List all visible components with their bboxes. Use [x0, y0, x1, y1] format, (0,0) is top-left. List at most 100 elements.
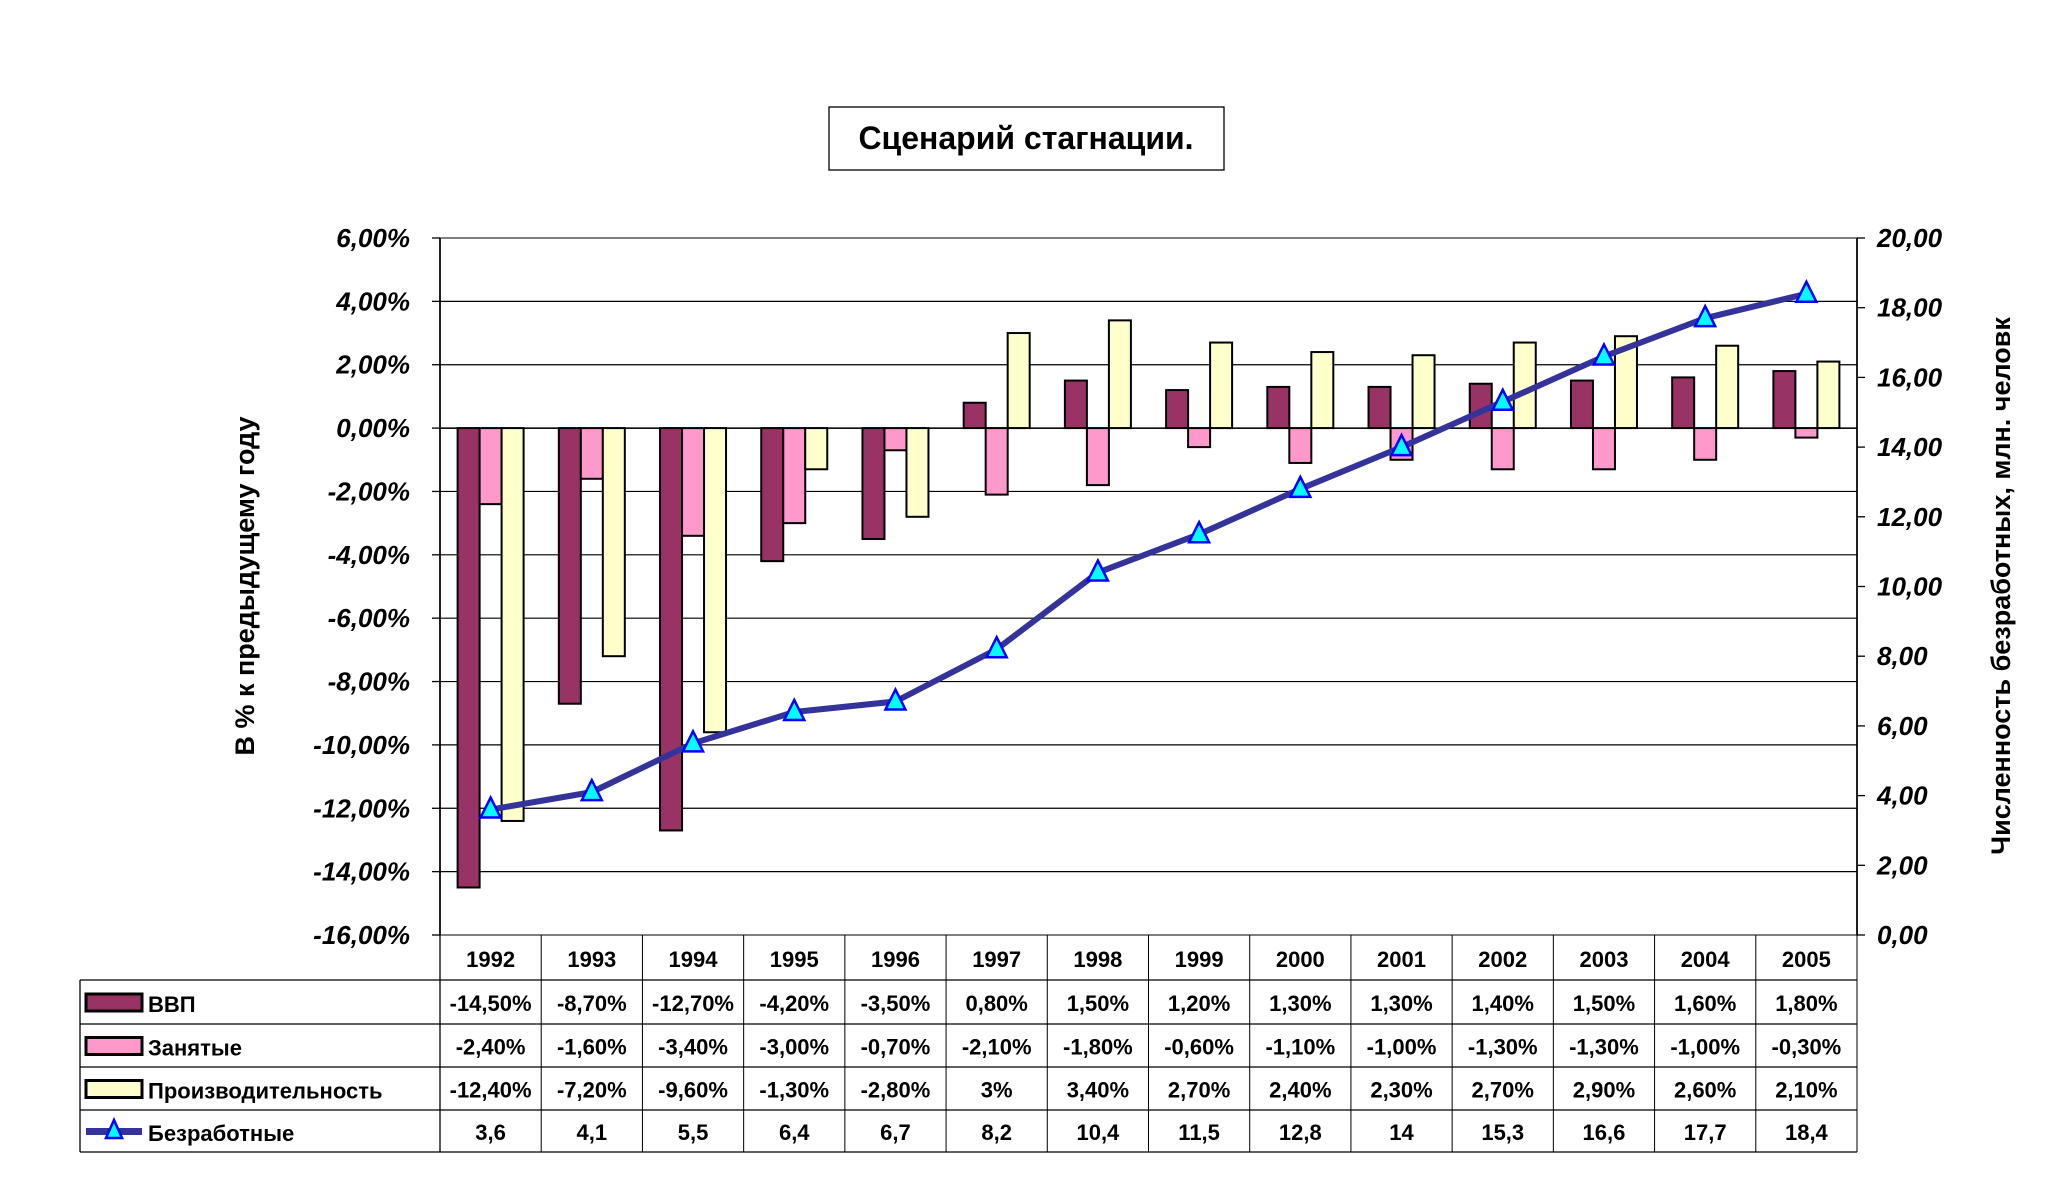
y2-tick-label: 12,00 [1877, 502, 1943, 532]
marker-unemployed-2004 [1693, 303, 1718, 328]
legend-key-marker [104, 1116, 124, 1140]
table-cell: -8,70% [557, 991, 627, 1016]
table-cell: 5,5 [678, 1120, 709, 1145]
table-cell: -14,50% [450, 991, 532, 1016]
table-cell: -0,70% [861, 1035, 931, 1060]
marker-unemployed-1998 [1085, 557, 1110, 582]
bar-Занятые-2000 [1288, 427, 1313, 464]
bar-Производительность-2004 [1715, 344, 1740, 430]
y-tick-label: -2,00% [328, 476, 410, 506]
bar-Занятые-2002 [1490, 427, 1515, 471]
y2-tick-label: 18,00 [1877, 293, 1943, 323]
bar-Занятые-1999 [1187, 427, 1212, 449]
y-tick-label: -10,00% [313, 730, 410, 760]
table-cell: 1,20% [1168, 991, 1230, 1016]
x-tick-label: 1996 [871, 947, 920, 972]
bar-Занятые-1997 [984, 427, 1009, 496]
marker-unemployed-1999 [1187, 519, 1212, 544]
table-cell: 1,80% [1775, 991, 1837, 1016]
x-tick-label: 1994 [669, 947, 719, 972]
table-cell: 8,2 [981, 1120, 1012, 1145]
bar-Производительность-2005 [1816, 360, 1841, 430]
table-cell: -3,40% [658, 1035, 728, 1060]
bar-ВВП-1997 [962, 401, 987, 430]
bar-Производительность-1994 [703, 427, 728, 734]
table-cell: -0,60% [1164, 1035, 1234, 1060]
bar-ВВП-1996 [861, 427, 886, 540]
bar-Занятые-1993 [579, 427, 604, 480]
y2-tick-label: 2,00 [1876, 850, 1928, 880]
bar-Занятые-1996 [883, 427, 908, 452]
bar-Производительность-1996 [905, 427, 930, 518]
marker-unemployed-2000 [1288, 474, 1313, 499]
bar-Занятые-2003 [1591, 427, 1616, 471]
y2-tick-label: 10,00 [1877, 572, 1943, 602]
table-cell: -12,70% [652, 991, 734, 1016]
table-cell: -1,30% [1569, 1035, 1639, 1060]
x-tick-label: 1999 [1175, 947, 1224, 972]
x-tick-label: 1997 [972, 947, 1021, 972]
bar-ВВП-1995 [760, 427, 785, 563]
y2-tick-label: 20,00 [1876, 223, 1943, 253]
bar-Производительность-2000 [1310, 351, 1335, 430]
y-tick-label: 4,00% [335, 286, 410, 316]
table-cell: -4,20% [759, 991, 829, 1016]
x-tick-label: 2003 [1579, 947, 1628, 972]
bar-ВВП-1992 [456, 427, 481, 889]
bar-Занятые-1995 [782, 427, 807, 525]
y2-tick-label: 4,00 [1876, 781, 1928, 811]
table-cell: 3,6 [475, 1120, 506, 1145]
marker-unemployed-1992 [478, 794, 503, 819]
y-tick-label: -14,00% [313, 857, 410, 887]
table-cell: 3,40% [1067, 1078, 1129, 1103]
table-cell: 11,5 [1178, 1120, 1220, 1145]
bar-Занятые-1998 [1085, 427, 1110, 487]
bar-Занятые-1994 [681, 427, 706, 537]
table-cell: 18,4 [1785, 1120, 1829, 1145]
bar-ВВП-1999 [1165, 389, 1190, 430]
x-tick-label: 1998 [1073, 947, 1122, 972]
y-tick-label: 2,00% [335, 350, 410, 380]
y-tick-label: 0,00% [336, 413, 410, 443]
y2-tick-label: 6,00 [1877, 711, 1928, 741]
bar-ВВП-2005 [1772, 370, 1797, 430]
y2-axis-title: Численность безработных, млн. человк [1986, 317, 2016, 855]
bar-Занятые-1992 [478, 427, 503, 506]
table-cell: -3,50% [861, 991, 931, 1016]
table-cell: -1,30% [1468, 1035, 1538, 1060]
x-tick-label: 2005 [1782, 947, 1831, 972]
table-cell: -1,30% [759, 1078, 829, 1103]
table-cell: 4,1 [577, 1120, 608, 1145]
table-cell: 10,4 [1076, 1120, 1120, 1145]
legend-key-ВВП [84, 992, 144, 1013]
legend-label-Занятые: Занятые [148, 1036, 242, 1061]
bar-ВВП-1998 [1063, 379, 1088, 430]
table-cell: -2,40% [456, 1035, 526, 1060]
table-cell: 2,30% [1370, 1078, 1432, 1103]
table-cell: 2,10% [1775, 1078, 1837, 1103]
x-tick-label: 2004 [1681, 947, 1731, 972]
y-tick-label: -4,00% [328, 540, 410, 570]
table-cell: 1,60% [1674, 991, 1736, 1016]
marker-unemployed-1995 [782, 697, 807, 722]
bar-Производительность-1995 [804, 427, 829, 471]
legend-label-Безработные: Безработные [148, 1121, 294, 1146]
marker-unemployed-1996 [883, 686, 908, 711]
table-cell: 14 [1389, 1120, 1414, 1145]
table-cell: -1,60% [557, 1035, 627, 1060]
table-cell: -2,80% [861, 1078, 931, 1103]
table-cell: -12,40% [450, 1078, 532, 1103]
y-tick-label: -12,00% [313, 793, 410, 823]
table-cell: 1,30% [1269, 991, 1331, 1016]
bar-Занятые-2004 [1693, 427, 1718, 461]
table-cell: 1,50% [1573, 991, 1635, 1016]
chart-title-box [828, 106, 1225, 171]
y-tick-label: -8,00% [328, 667, 410, 697]
table-cell: -3,00% [759, 1035, 829, 1060]
bar-ВВП-2000 [1266, 385, 1291, 430]
table-cell: -1,00% [1367, 1035, 1437, 1060]
legend-label-Производительность: Производительность [148, 1079, 383, 1104]
table-cell: 1,40% [1472, 991, 1534, 1016]
marker-unemployed-2005 [1794, 278, 1819, 304]
y2-tick-label: 14,00 [1877, 432, 1943, 462]
